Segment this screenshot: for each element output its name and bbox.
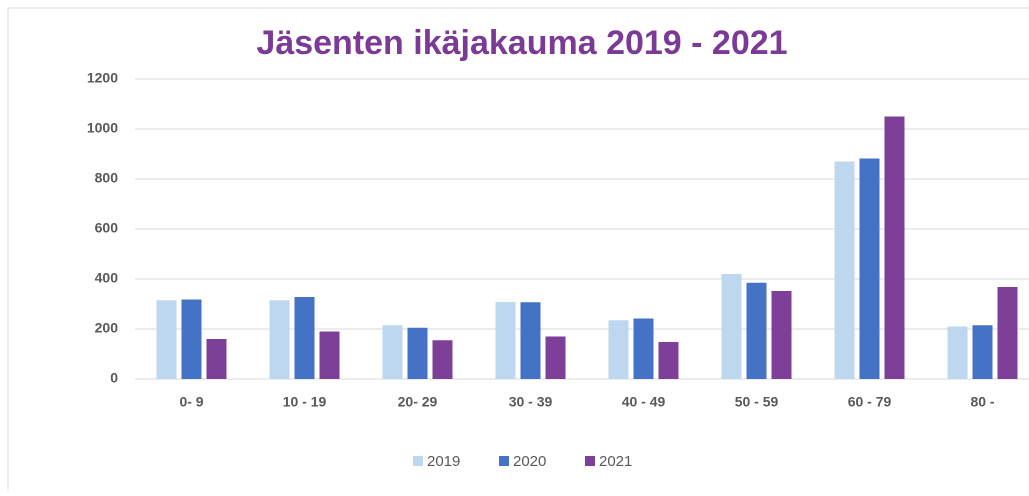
x-tick-label: 50 - 59	[735, 394, 779, 410]
bar	[972, 325, 993, 379]
bar	[269, 300, 290, 379]
bar	[382, 325, 403, 379]
bar	[633, 318, 654, 379]
bar	[294, 297, 315, 379]
bar	[884, 116, 905, 379]
y-tick-label: 800	[95, 170, 119, 186]
legend-swatch	[413, 456, 423, 466]
bar	[520, 302, 541, 379]
x-tick-label: 60 - 79	[848, 394, 892, 410]
y-tick-label: 0	[110, 370, 118, 386]
bar	[407, 327, 428, 379]
legend-label: 2019	[427, 453, 460, 470]
bar	[206, 339, 227, 379]
bar	[545, 336, 566, 379]
bar	[947, 326, 968, 379]
bar	[997, 287, 1018, 379]
chart-title: Jäsenten ikäjakauma 2019 - 2021	[256, 24, 787, 62]
bar	[432, 340, 453, 379]
x-tick-label: 80 -	[970, 394, 994, 410]
x-tick-label: 20- 29	[398, 394, 438, 410]
bar	[608, 320, 629, 379]
legend-label: 2021	[599, 453, 632, 470]
bar	[658, 342, 679, 379]
bar	[156, 300, 177, 379]
legend-swatch	[499, 456, 509, 466]
y-tick-label: 1000	[87, 120, 118, 136]
bar	[319, 331, 340, 379]
y-tick-label: 200	[95, 320, 119, 336]
bar	[746, 282, 767, 379]
bar	[721, 274, 742, 379]
bar	[495, 302, 516, 379]
y-tick-label: 600	[95, 220, 119, 236]
bar	[834, 161, 855, 379]
legend-swatch	[585, 456, 595, 466]
bar	[771, 291, 792, 379]
legend-label: 2020	[513, 453, 546, 470]
x-tick-label: 40 - 49	[622, 394, 666, 410]
y-tick-label: 400	[95, 270, 119, 286]
chart-border	[7, 7, 1029, 496]
bar	[181, 299, 202, 379]
bar	[859, 158, 880, 379]
x-tick-label: 30 - 39	[509, 394, 553, 410]
x-tick-label: 10 - 19	[283, 394, 327, 410]
y-tick-label: 1200	[87, 70, 118, 86]
x-tick-label: 0- 9	[179, 394, 203, 410]
